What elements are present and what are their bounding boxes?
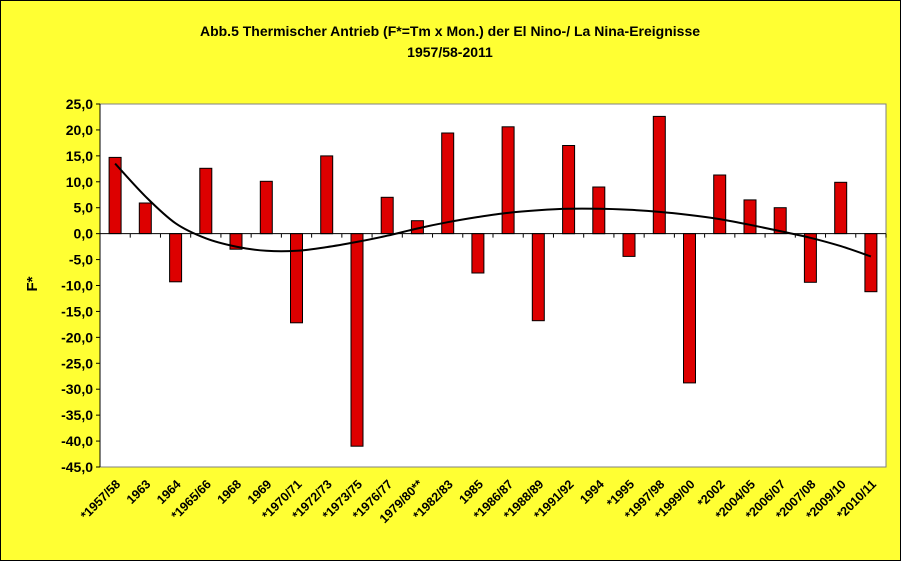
bar-25 [864,233,878,293]
bar-7 [320,155,334,235]
bar-6 [290,233,303,324]
bar-18 [652,115,666,235]
y-tick-label: -25,0 [61,355,93,371]
bar-14 [531,233,545,322]
y-tick-label: 10,0 [66,174,93,190]
x-tick-label-1: 1963 [124,477,154,507]
y-axis-label: F* [24,276,41,291]
bar-13 [501,126,515,235]
chart-subtitle: 1957/58-2011 [407,44,493,60]
y-tick-label: -20,0 [61,329,93,345]
y-tick-label: -30,0 [61,381,93,397]
bar-3 [199,167,213,235]
bar-1 [138,202,152,235]
y-tick-label: 20,0 [66,122,93,138]
y-tick-label: 15,0 [66,148,93,164]
y-tick-label: 5,0 [74,200,94,216]
bar-5 [259,180,273,235]
bar-12 [471,233,485,274]
bar-11 [441,132,455,235]
y-tick-label: -15,0 [61,303,93,319]
bar-20 [713,174,727,235]
plot-area [99,103,887,468]
y-tick-label: 0,0 [74,226,94,242]
chart-title: Abb.5 Thermischer Antrieb (F*=Tm x Mon.)… [200,23,700,39]
bar-17 [622,233,636,257]
bar-2 [169,233,183,283]
trend-line [114,162,872,258]
bar-21 [743,199,757,235]
y-tick-label: -5,0 [69,252,93,268]
y-tick-label: -10,0 [61,278,93,294]
bar-9 [380,196,394,235]
bar-16 [592,186,606,235]
x-tick-label-4: 1968 [215,477,245,507]
x-tick-label-16: 1994 [577,477,607,507]
y-tick-label: 25,0 [66,96,93,112]
x-tick-label-0: *1957/58 [78,477,123,522]
y-tick-label: -45,0 [61,459,93,475]
bar-23 [803,233,817,283]
y-tick-label: -35,0 [61,407,93,423]
y-tick-label: -40,0 [61,433,93,449]
bar-24 [834,181,848,235]
bar-15 [562,145,576,235]
bar-19 [683,233,696,384]
bar-8 [350,233,364,447]
